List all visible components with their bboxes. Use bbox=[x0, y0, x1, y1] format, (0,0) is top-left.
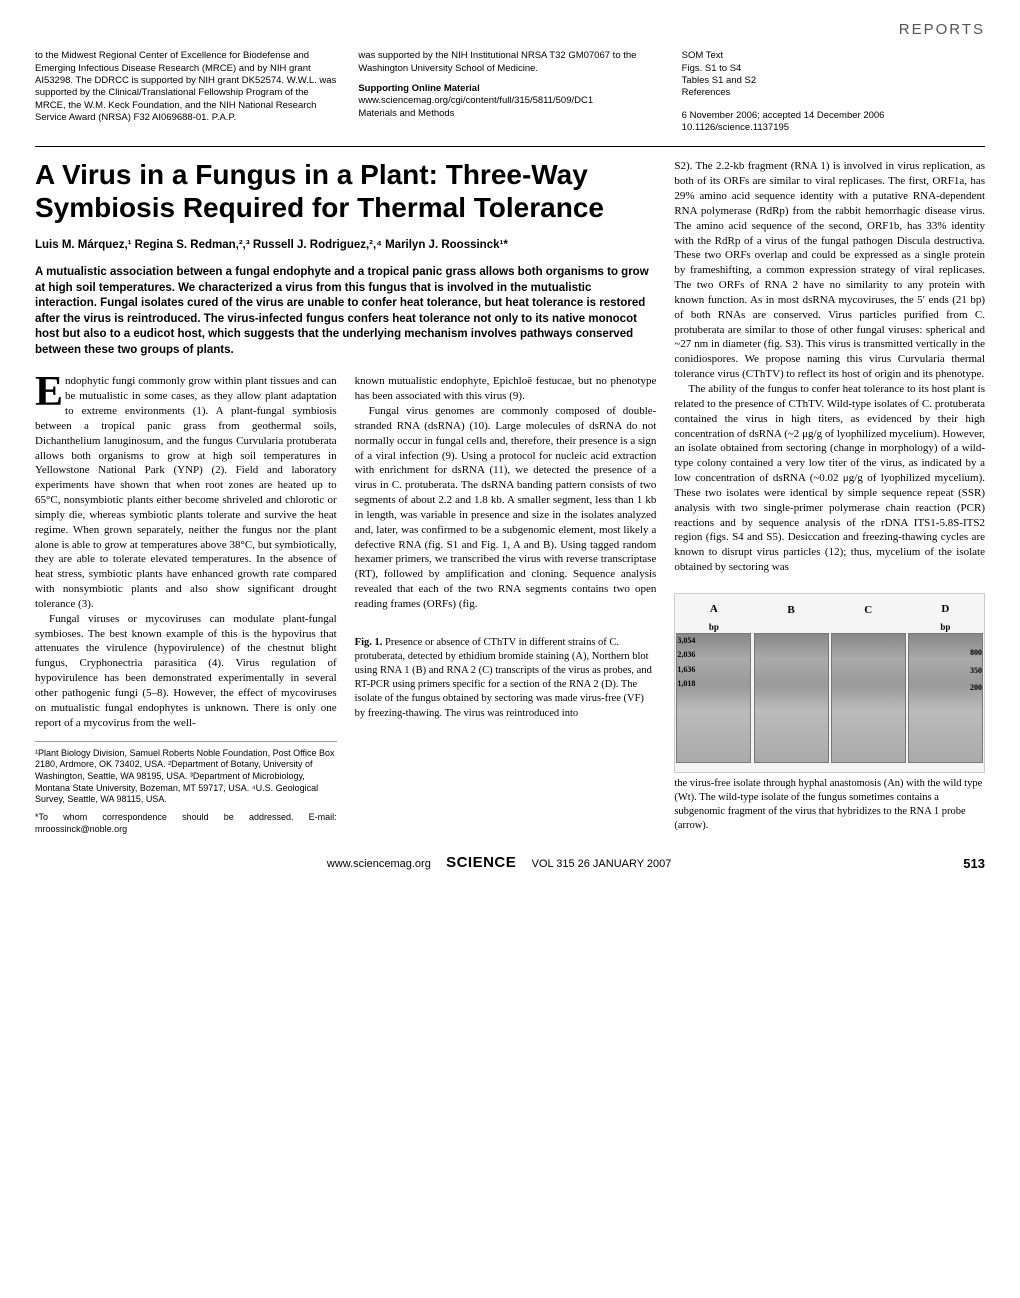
body-right-col: S2). The 2.2-kb fragment (RNA 1) is invo… bbox=[674, 159, 985, 835]
bp-label-a: bp bbox=[709, 621, 719, 633]
fig1-caption-below: the virus-free isolate through hyphal an… bbox=[674, 777, 985, 834]
body-left-p1: Endophytic fungi commonly grow within pl… bbox=[35, 374, 337, 612]
top-col-2: was supported by the NIH Institutional N… bbox=[358, 50, 661, 134]
top-col-2a: was supported by the NIH Institutional N… bbox=[358, 50, 661, 75]
body-right-p1: S2). The 2.2-kb fragment (RNA 1) is invo… bbox=[674, 159, 985, 382]
fig1-caption-text: Presence or absence of CThTV in differen… bbox=[355, 637, 652, 719]
top-col-3b: 6 November 2006; accepted 14 December 20… bbox=[682, 110, 985, 135]
footer-vol: VOL 315 26 JANUARY 2007 bbox=[532, 858, 672, 870]
fig-panel-b: B bbox=[754, 603, 829, 763]
supporting-online-header: Supporting Online Material bbox=[358, 83, 661, 95]
figure-1-block: Fig. 1. Presence or absence of CThTV in … bbox=[355, 636, 657, 721]
gel-label-1: 2,036 bbox=[677, 648, 695, 662]
body-left-col: Endophytic fungi commonly grow within pl… bbox=[35, 374, 337, 835]
gel-label-0: 3,054 bbox=[677, 634, 695, 648]
reports-label: REPORTS bbox=[35, 20, 985, 40]
footer-center: www.sciencemag.org SCIENCE VOL 315 26 JA… bbox=[35, 853, 963, 873]
body-mid-col: known mutualistic endophyte, Epichloë fe… bbox=[355, 374, 657, 835]
panel-c-label: C bbox=[864, 603, 872, 618]
panel-d-label: D bbox=[941, 602, 949, 617]
article-body: A Virus in a Fungus in a Plant: Three-Wa… bbox=[35, 159, 985, 835]
affiliations-divider bbox=[35, 741, 337, 742]
fig1-label: Fig. 1. bbox=[355, 637, 383, 648]
body-mid-p1: known mutualistic endophyte, Epichloë fe… bbox=[355, 374, 657, 404]
top-col-3a: SOM Text Figs. S1 to S4 Tables S1 and S2… bbox=[682, 50, 985, 99]
top-col-2b: www.sciencemag.org/cgi/content/full/315/… bbox=[358, 95, 661, 120]
dropcap: E bbox=[35, 374, 65, 410]
panel-a-label: A bbox=[710, 602, 718, 617]
footer-page: 513 bbox=[963, 855, 985, 873]
gel-label-3: 1,018 bbox=[677, 677, 695, 691]
gel-right-labels: 800 350 200 bbox=[970, 644, 982, 697]
body-right-p2: The ability of the fungus to confer heat… bbox=[674, 382, 985, 575]
left-wrapper: A Virus in a Fungus in a Plant: Three-Wa… bbox=[35, 159, 656, 835]
footer-science: SCIENCE bbox=[446, 854, 516, 871]
body-left-p1-text: ndophytic fungi commonly grow within pla… bbox=[35, 375, 337, 610]
affiliations: ¹Plant Biology Division, Samuel Roberts … bbox=[35, 748, 337, 806]
correspondence: *To whom correspondence should be addres… bbox=[35, 812, 337, 835]
fig1-image: 3,054 2,036 1,636 1,018 A bp B C bbox=[674, 593, 985, 773]
top-col-3: SOM Text Figs. S1 to S4 Tables S1 and S2… bbox=[682, 50, 985, 134]
two-col-body: Endophytic fungi commonly grow within pl… bbox=[35, 374, 656, 835]
fig-panel-c: C bbox=[831, 603, 906, 763]
fig1-caption: Fig. 1. Presence or absence of CThTV in … bbox=[355, 636, 657, 721]
gel-rlabel-0: 800 bbox=[970, 644, 982, 662]
gel-rlabel-1: 350 bbox=[970, 662, 982, 680]
abstract: A mutualistic association between a fung… bbox=[35, 265, 656, 358]
gel-c bbox=[831, 633, 906, 763]
gel-rlabel-2: 200 bbox=[970, 679, 982, 697]
panel-b-label: B bbox=[787, 603, 794, 618]
authors: Luis M. Márquez,¹ Regina S. Redman,²,³ R… bbox=[35, 238, 656, 254]
section-divider bbox=[35, 146, 985, 147]
body-left-p2: Fungal viruses or mycoviruses can modula… bbox=[35, 612, 337, 731]
top-references-row: to the Midwest Regional Center of Excell… bbox=[35, 50, 985, 134]
top-col-1: to the Midwest Regional Center of Excell… bbox=[35, 50, 338, 134]
footer: www.sciencemag.org SCIENCE VOL 315 26 JA… bbox=[35, 853, 985, 873]
gel-b bbox=[754, 633, 829, 763]
gel-label-2: 1,636 bbox=[677, 663, 695, 677]
article-title: A Virus in a Fungus in a Plant: Three-Wa… bbox=[35, 159, 656, 223]
bp-label-d: bp bbox=[940, 621, 950, 633]
body-mid-p2: Fungal virus genomes are commonly compos… bbox=[355, 404, 657, 612]
gel-left-labels: 3,054 2,036 1,636 1,018 bbox=[677, 634, 695, 692]
footer-url: www.sciencemag.org bbox=[327, 858, 431, 870]
